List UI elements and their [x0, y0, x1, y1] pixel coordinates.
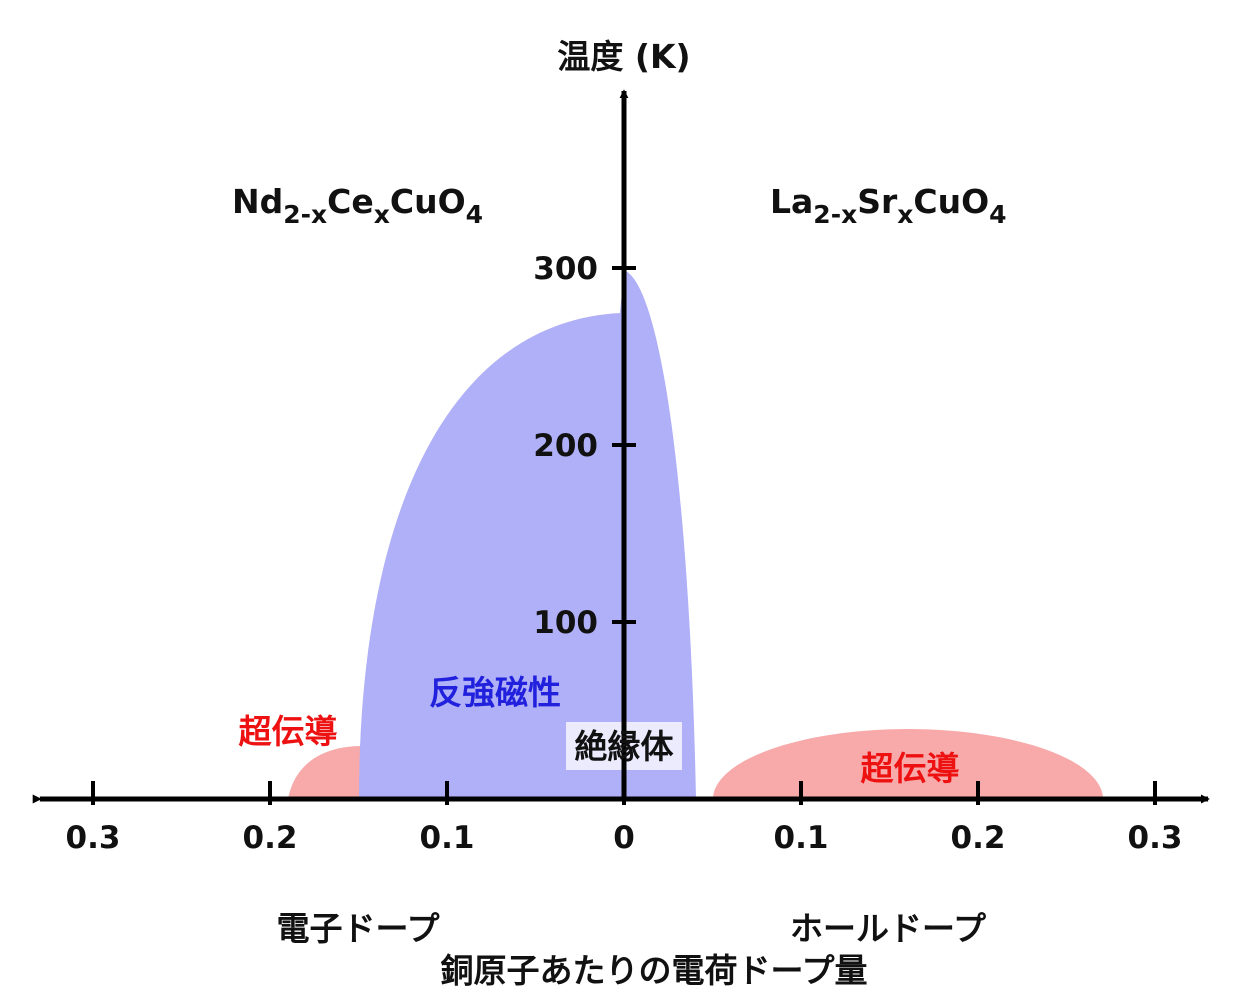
- region-label: 反強磁性: [429, 673, 561, 712]
- antiferromagnet-region: [359, 270, 696, 799]
- x-axis-label: 銅原子あたりの電荷ドープ量: [440, 951, 867, 990]
- x-side-label: 電子ドープ: [276, 909, 440, 948]
- x-tick-label: 0.3: [1128, 820, 1183, 856]
- formula-sub: x: [374, 200, 390, 229]
- regions: [288, 270, 1103, 799]
- formula-sub: 2-x: [813, 200, 857, 229]
- formula-part: CuO: [390, 182, 466, 221]
- superconductor-right-region: [713, 729, 1103, 799]
- formula-sub: 4: [466, 200, 483, 229]
- formula-part: La: [770, 182, 813, 221]
- x-tick-label: 0: [613, 820, 635, 856]
- axes: [32, 89, 1210, 805]
- y-tick-label: 300: [533, 251, 598, 287]
- formula-sub: x: [897, 200, 913, 229]
- formula: Nd2-xCexCuO4: [232, 182, 483, 229]
- formula-sub: 2-x: [283, 200, 327, 229]
- superconductor-left-region: [288, 746, 362, 799]
- formula-sub: 4: [989, 200, 1006, 229]
- formula-part: Nd: [232, 182, 283, 221]
- region-label: 超伝導: [861, 749, 960, 788]
- formula: La2-xSrxCuO4: [770, 182, 1007, 229]
- y-tick-label: 100: [533, 605, 598, 641]
- x-tick-label: 0.2: [243, 820, 298, 856]
- x-tick-label: 0.3: [66, 820, 121, 856]
- y-axis-label: 温度 (K): [557, 37, 690, 76]
- x-side-label: ホールドープ: [790, 909, 987, 948]
- formula-part: Ce: [327, 182, 374, 221]
- region-label: 絶縁体: [575, 727, 674, 766]
- formula-part: Sr: [857, 182, 898, 221]
- x-tick-label: 0.1: [420, 820, 475, 856]
- region-label: 超伝導: [239, 712, 338, 751]
- y-tick-label: 200: [533, 428, 598, 464]
- x-tick-label: 0.1: [774, 820, 829, 856]
- x-tick-label: 0.2: [951, 820, 1006, 856]
- formula-part: CuO: [913, 182, 989, 221]
